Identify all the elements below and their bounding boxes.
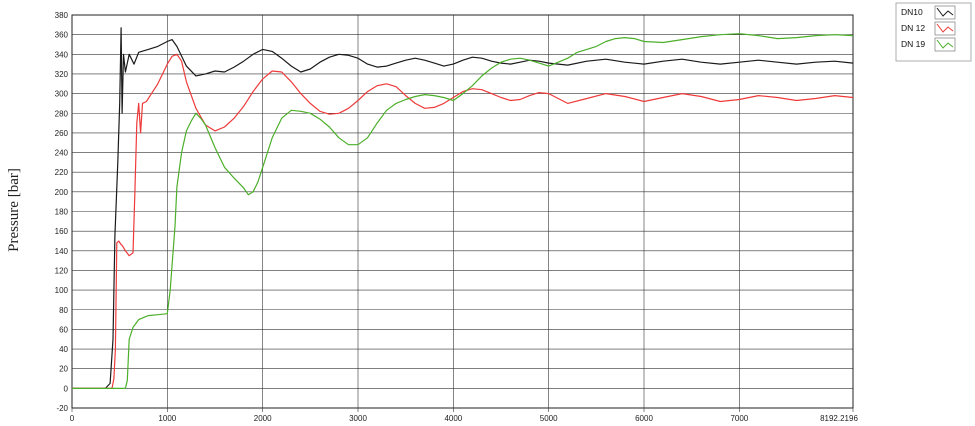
y-tick-label: 120 <box>55 266 69 275</box>
x-tick-label: 6000 <box>635 414 653 423</box>
legend-line-dn19 <box>936 39 954 49</box>
legend-swatch-dn10 <box>934 5 956 20</box>
legend-line-dn10 <box>936 7 954 17</box>
y-tick-label: 0 <box>64 384 69 393</box>
y-tick-label: 220 <box>55 168 69 177</box>
x-tick-label: 4000 <box>444 414 462 423</box>
series-line-dn12 <box>72 53 854 389</box>
y-tick-label: 160 <box>55 227 69 236</box>
x-tick-label: 8192.2196 <box>820 414 858 423</box>
y-axis-ticks: -20 0 20 40 60 80 100 120 140 160 180 200 220 240 260 2… <box>55 11 69 413</box>
series-line-dn19 <box>72 33 854 389</box>
y-tick-label: 320 <box>55 70 69 79</box>
y-tick-label: 40 <box>59 345 68 354</box>
y-tick-label: 360 <box>55 31 69 40</box>
x-tick-label: 0 <box>70 414 75 423</box>
legend: DN10 DN 12 DN 19 <box>895 2 972 62</box>
y-tick-label: 240 <box>55 149 69 158</box>
x-tick-label: 3000 <box>349 414 367 423</box>
grid <box>71 14 854 409</box>
series-lines <box>72 27 854 389</box>
legend-swatch-dn12 <box>934 21 956 36</box>
legend-line-dn12 <box>936 23 954 33</box>
legend-label-dn12: DN 12 <box>901 23 925 33</box>
series-line-dn10 <box>72 27 854 389</box>
x-tick-label: 1000 <box>158 414 176 423</box>
y-tick-label: 100 <box>55 286 69 295</box>
legend-frame <box>895 2 972 62</box>
y-tick-label: 340 <box>55 50 69 59</box>
y-tick-label: 380 <box>55 11 69 20</box>
y-tick-label: 280 <box>55 109 69 118</box>
x-tick-label: 5000 <box>540 414 558 423</box>
y-tick-label: 180 <box>55 208 69 217</box>
x-axis-ticks: 0 1000 2000 3000 4000 5000 6000 7000 8192.2196 <box>70 408 858 423</box>
y-tick-label: 80 <box>59 306 68 315</box>
y-tick-label: -20 <box>56 404 68 413</box>
x-tick-label: 2000 <box>254 414 272 423</box>
y-tick-label: 60 <box>59 325 68 334</box>
y-tick-label: 300 <box>55 90 69 99</box>
legend-label-dn10: DN10 <box>901 7 923 17</box>
y-tick-label: 20 <box>59 365 68 374</box>
plot-area-frame <box>71 14 854 409</box>
x-tick-label: 7000 <box>730 414 748 423</box>
legend-swatch-dn19 <box>934 37 956 52</box>
y-axis-label: Pressure [bar] <box>6 168 22 252</box>
y-tick-label: 140 <box>55 247 69 256</box>
legend-label-dn19: DN 19 <box>901 39 925 49</box>
y-tick-label: 200 <box>55 188 69 197</box>
y-tick-label: 260 <box>55 129 69 138</box>
